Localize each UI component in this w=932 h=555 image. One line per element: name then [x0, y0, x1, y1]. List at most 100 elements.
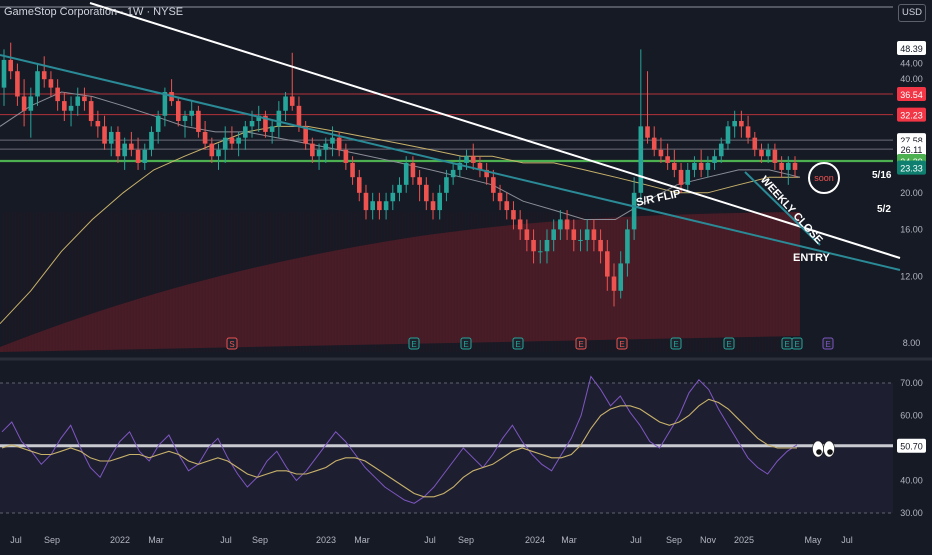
candle-body	[330, 137, 335, 144]
time-axis-label: Sep	[252, 535, 268, 545]
time-axis-label: Sep	[666, 535, 682, 545]
event-marker-e[interactable]	[791, 337, 803, 350]
rsi-axis-tick: 70.00	[900, 378, 923, 388]
symbol-title: GameStop Corporation · 1W · NYSE	[4, 6, 184, 18]
candle-body	[263, 115, 268, 132]
price-label-badge	[897, 41, 926, 55]
rsi-axis-tick: 40.00	[900, 476, 923, 486]
time-axis-label: Mar	[148, 535, 164, 545]
event-marker-label: E	[463, 340, 468, 349]
price-axis-tick: 44.00	[900, 59, 923, 69]
event-marker-label: E	[784, 340, 789, 349]
candle-body	[48, 79, 54, 88]
candle-body	[531, 239, 536, 252]
candle-body	[692, 162, 697, 170]
candle-body	[430, 201, 436, 211]
candle-body	[752, 137, 758, 150]
candle-body	[296, 105, 302, 127]
price-axis-tick: 16.00	[900, 224, 923, 234]
candle-body	[779, 162, 784, 170]
event-marker-e[interactable]	[723, 337, 735, 350]
candle-body	[718, 143, 724, 157]
candle-body	[424, 184, 429, 202]
candle-body	[310, 143, 315, 157]
price-axis-tick: 8.00	[903, 338, 921, 348]
event-marker-label: E	[794, 340, 799, 349]
event-marker-label: E	[411, 340, 416, 349]
candle-body	[289, 96, 295, 106]
rsi-band	[0, 383, 893, 513]
date-label-5-2: 5/2	[877, 204, 891, 215]
candle-body	[269, 126, 275, 132]
candle-body	[243, 126, 248, 138]
candle-body	[41, 71, 47, 80]
candle-body	[611, 276, 617, 291]
candle-body	[283, 96, 288, 111]
price-axis-label: 32.23	[900, 111, 923, 121]
candle-body	[350, 162, 355, 178]
candle-body	[759, 149, 764, 157]
candle-body	[551, 229, 556, 240]
rsi-ma-line	[1, 398, 797, 498]
candle-body	[571, 229, 577, 240]
candle-body	[732, 120, 737, 127]
event-marker-e[interactable]	[822, 337, 834, 350]
candle-body	[135, 149, 141, 163]
candle-body	[437, 192, 443, 211]
candle-body	[665, 156, 670, 163]
candle-body	[544, 239, 550, 252]
candle-body	[739, 120, 744, 127]
candle-body	[712, 156, 717, 163]
price-label-badge	[897, 160, 926, 175]
time-axis-label: Jul	[424, 535, 436, 545]
candle-body	[705, 162, 711, 170]
event-marker-e[interactable]	[670, 337, 682, 350]
candle-body	[785, 162, 791, 170]
price-axis-label: 48.39	[900, 44, 923, 54]
candle-body	[95, 120, 101, 127]
price-axis-tick: 12.00	[900, 272, 923, 282]
time-axis-label: 2024	[525, 535, 545, 545]
candle-body	[363, 192, 369, 211]
event-marker-label: E	[673, 340, 678, 349]
candle-body	[303, 126, 308, 144]
candle-body	[383, 201, 389, 211]
event-marker-e[interactable]	[575, 337, 587, 350]
candle-body	[1, 59, 7, 88]
event-marker-s[interactable]	[226, 337, 238, 350]
candle-body	[537, 251, 543, 253]
candle-body	[21, 96, 27, 111]
candle-body	[196, 110, 201, 132]
candle-body	[122, 143, 127, 157]
candle-body	[450, 169, 456, 178]
event-marker-e[interactable]	[616, 337, 628, 350]
event-marker-e[interactable]	[460, 337, 472, 350]
time-axis-label: Mar	[354, 535, 370, 545]
candle-body	[591, 229, 597, 240]
moving-average-line	[0, 91, 801, 220]
candle-body	[216, 149, 221, 157]
candle-body	[370, 201, 375, 211]
candle-body	[584, 229, 590, 240]
time-axis-label: Jul	[220, 535, 232, 545]
candle-body	[102, 126, 107, 144]
candle-body	[182, 115, 188, 121]
date-label-5-16: 5/16	[872, 170, 892, 181]
candle-body	[745, 126, 751, 138]
rsi-line	[1, 375, 798, 504]
currency-button[interactable]: USD	[898, 4, 926, 22]
candle-body	[129, 143, 134, 150]
event-marker-e[interactable]	[408, 337, 420, 350]
candle-body	[256, 115, 262, 121]
time-axis-label: Mar	[561, 535, 577, 545]
candle-body	[175, 101, 181, 121]
rsi-axis-tick: 30.00	[900, 508, 923, 518]
candle-body	[336, 137, 342, 150]
candle-body	[651, 137, 657, 150]
rsi-panel[interactable]	[0, 366, 932, 522]
candle-body	[497, 192, 503, 202]
event-marker-e[interactable]	[512, 337, 524, 350]
candle-body	[698, 162, 704, 170]
